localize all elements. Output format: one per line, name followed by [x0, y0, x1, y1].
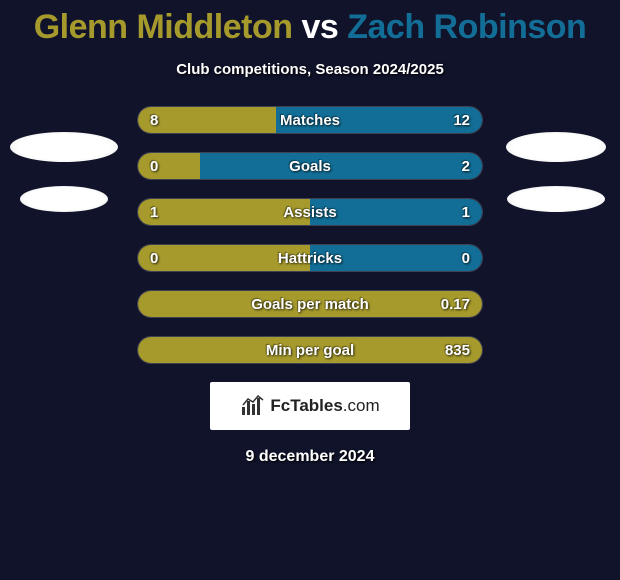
player2-photo-2 — [507, 186, 605, 212]
stat-row: 0Hattricks0 — [137, 244, 483, 272]
subtitle: Club competitions, Season 2024/2025 — [0, 61, 620, 78]
stat-label: Matches — [138, 107, 482, 134]
player1-photos — [4, 120, 124, 236]
logo-text: FcTables.com — [270, 396, 379, 416]
vs-text: vs — [301, 8, 338, 46]
player1-name: Glenn Middleton — [34, 8, 293, 46]
player2-photo-1 — [506, 132, 606, 162]
stat-label: Goals per match — [138, 291, 482, 318]
stat-label: Assists — [138, 199, 482, 226]
stat-value-right: 2 — [462, 153, 470, 180]
fctables-logo: FcTables.com — [210, 382, 410, 430]
stat-value-right: 1 — [462, 199, 470, 226]
stat-bars: 8Matches120Goals21Assists10Hattricks0Goa… — [137, 106, 483, 364]
stat-row: Min per goal835 — [137, 336, 483, 364]
logo-text-bold: FcTables — [270, 396, 342, 415]
stat-row: 8Matches12 — [137, 106, 483, 134]
stat-row: 1Assists1 — [137, 198, 483, 226]
player1-photo-2 — [20, 186, 108, 212]
player1-photo-1 — [10, 132, 118, 162]
comparison-title: Glenn Middleton vs Zach Robinson — [0, 0, 620, 47]
stat-value-right: 12 — [453, 107, 470, 134]
stat-row: Goals per match0.17 — [137, 290, 483, 318]
stat-value-right: 0 — [462, 245, 470, 272]
date-text: 9 december 2024 — [0, 448, 620, 466]
stat-row: 0Goals2 — [137, 152, 483, 180]
logo-icon — [240, 395, 266, 417]
stat-label: Goals — [138, 153, 482, 180]
stat-label: Hattricks — [138, 245, 482, 272]
logo-text-light: .com — [343, 396, 380, 415]
player2-photos — [496, 120, 616, 236]
stat-value-right: 0.17 — [441, 291, 470, 318]
stat-label: Min per goal — [138, 337, 482, 364]
stat-value-right: 835 — [445, 337, 470, 364]
player2-name: Zach Robinson — [347, 8, 586, 46]
